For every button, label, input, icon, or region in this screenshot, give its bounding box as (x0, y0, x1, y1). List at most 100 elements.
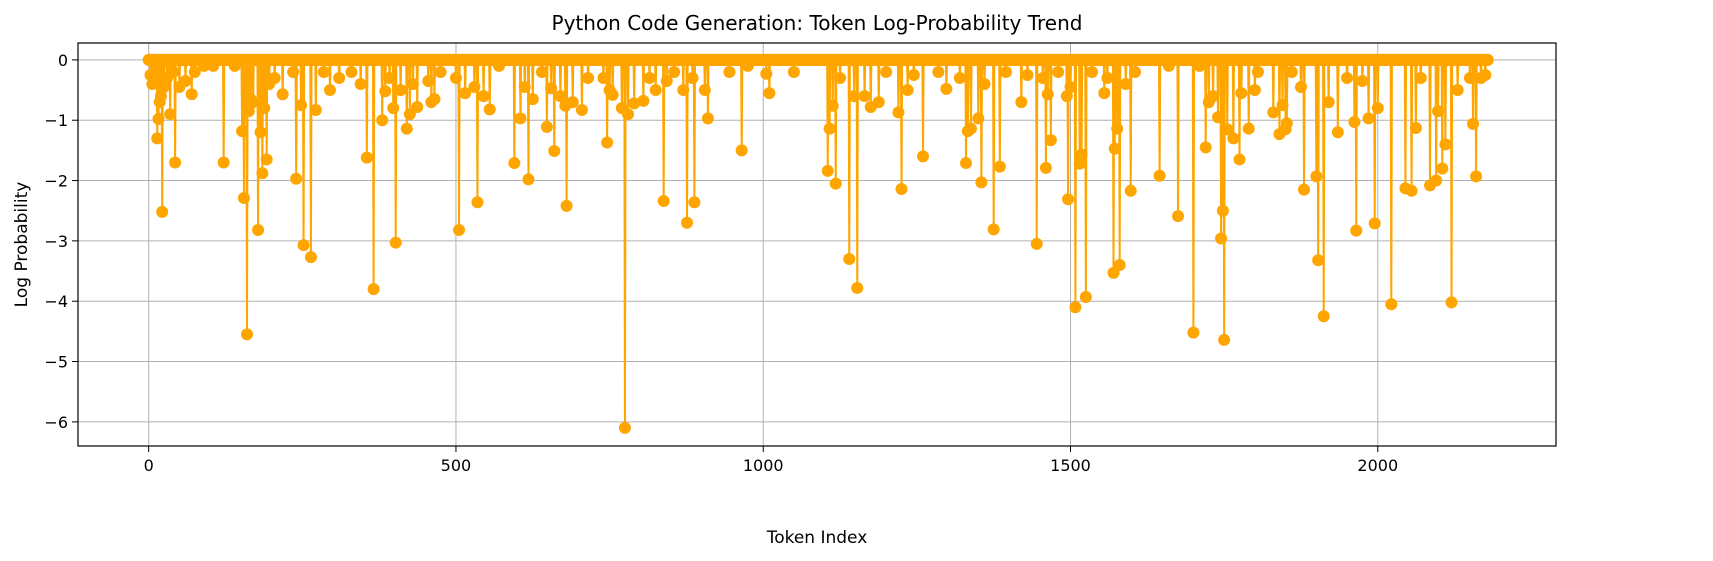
data-point (258, 102, 271, 115)
plot-frame (77, 42, 1557, 447)
data-point (540, 120, 553, 133)
data-point (1341, 71, 1354, 84)
data-point (1310, 170, 1323, 183)
data-point (237, 192, 250, 205)
data-point (276, 88, 289, 101)
data-point (1039, 161, 1052, 174)
data-point (152, 113, 165, 126)
data-point (376, 114, 389, 127)
data-point (387, 102, 400, 115)
data-point (1368, 217, 1381, 230)
data-point (309, 103, 322, 116)
data-point (698, 84, 711, 97)
data-point (760, 67, 773, 80)
data-point (1036, 71, 1049, 84)
data-point (975, 176, 988, 189)
data-point (394, 84, 407, 97)
data-point (242, 105, 255, 118)
data-point (256, 167, 269, 180)
data-point (545, 82, 558, 95)
data-point (297, 239, 310, 252)
x-tick-label: 0 (144, 456, 154, 475)
data-point (895, 183, 908, 195)
data-point (354, 78, 367, 91)
data-point (1280, 117, 1293, 130)
data-point (826, 99, 839, 112)
data-point (154, 90, 167, 103)
data-point (1439, 138, 1452, 151)
data-point (1075, 148, 1088, 161)
x-tick-label: 500 (441, 456, 472, 475)
data-point (1052, 65, 1065, 78)
data-point (1235, 87, 1248, 100)
data-point (1242, 122, 1255, 135)
data-point (972, 112, 985, 125)
data-point (148, 71, 161, 84)
data-point (1199, 141, 1212, 154)
data-point (668, 65, 681, 78)
data-point (287, 65, 300, 78)
data-point (217, 156, 230, 169)
data-point (158, 81, 171, 94)
chart-title: Python Code Generation: Token Log-Probab… (552, 11, 1083, 35)
data-point (735, 144, 748, 157)
data-point (367, 283, 380, 296)
data-point (601, 136, 614, 149)
data-point (1113, 259, 1126, 272)
x-tick-label: 1000 (743, 456, 784, 475)
data-point (518, 81, 531, 94)
data-point (403, 108, 416, 121)
data-point (1331, 126, 1344, 139)
data-point (1215, 232, 1228, 245)
data-point (701, 112, 714, 125)
data-point (483, 103, 496, 116)
data-point (453, 224, 466, 237)
y-tick-label: −3 (44, 232, 68, 251)
data-point (1108, 142, 1121, 155)
data-point (1451, 84, 1464, 97)
data-point (360, 151, 373, 164)
data-point (1481, 53, 1494, 66)
data-point (1348, 116, 1361, 129)
data-point (268, 71, 281, 84)
data-point (406, 78, 419, 91)
data-point (1111, 122, 1124, 135)
data-point (993, 160, 1006, 173)
data-point (643, 71, 656, 84)
data-point (422, 75, 435, 88)
data-point (1463, 71, 1476, 84)
data-point (597, 71, 610, 84)
data-point (575, 103, 588, 116)
data-point (379, 85, 392, 98)
data-point (1267, 106, 1280, 119)
data-point (1153, 169, 1166, 182)
data-point (872, 96, 885, 109)
data-point (907, 68, 920, 81)
data-point (468, 81, 481, 94)
data-point (1079, 290, 1092, 303)
data-point (1041, 88, 1054, 101)
x-axis-title: Token Index (766, 528, 868, 548)
data-point (960, 157, 973, 170)
data-point (1356, 75, 1369, 88)
data-point (514, 112, 527, 125)
data-point (1172, 210, 1185, 223)
data-point (677, 84, 690, 97)
data-point (345, 65, 358, 78)
data-point (164, 108, 177, 121)
data-point (459, 87, 472, 100)
data-point (295, 99, 308, 112)
data-point (637, 94, 650, 107)
data-point (167, 65, 180, 78)
series-token-logprob (142, 53, 1494, 434)
data-point (1062, 193, 1075, 206)
data-point (763, 87, 776, 100)
data-point (252, 224, 265, 237)
data-point (1101, 71, 1114, 84)
data-point (681, 216, 694, 229)
data-point (1362, 112, 1375, 125)
data-point (254, 126, 267, 139)
data-point (964, 122, 977, 135)
data-point (787, 65, 800, 78)
